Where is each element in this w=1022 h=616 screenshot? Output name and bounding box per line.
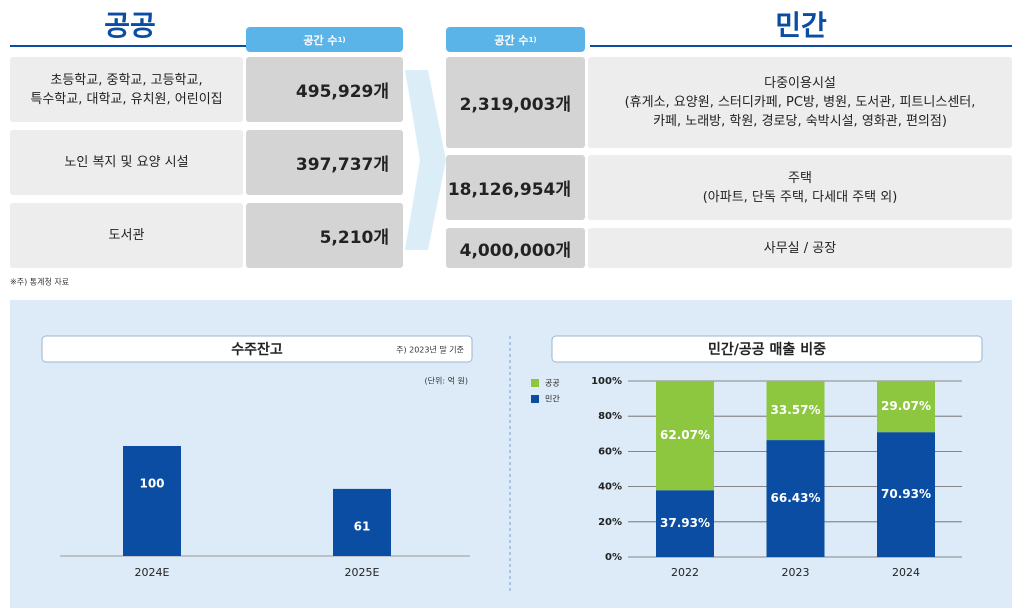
space-label: 도서관 <box>10 203 243 268</box>
space-count: 4,000,000개 <box>446 228 585 268</box>
legend-label: 민간 <box>545 394 560 404</box>
value-label: 37.93% <box>660 516 710 530</box>
column-header: 공간 수 1) <box>446 27 585 52</box>
count-text: 18,126,954개 <box>447 180 571 200</box>
title-underline <box>10 45 250 47</box>
space-label: 사무실 / 공장 <box>588 228 1012 268</box>
header-text: 공간 수 <box>303 33 338 47</box>
value-label: 61 <box>354 519 371 533</box>
chart-note: 주) 2023년 말 기준 <box>396 345 464 355</box>
x-tick-label: 2023 <box>782 566 810 579</box>
space-label: 주택 (아파트, 단독 주택, 다세대 주택 외) <box>588 155 1012 220</box>
label-line: 카페, 노래방, 학원, 경로당, 숙박시설, 영화관, 편의점) <box>653 114 947 129</box>
y-tick-label: 80% <box>598 411 622 422</box>
section-title: 공공 <box>104 9 156 42</box>
value-label: 62.07% <box>660 428 710 442</box>
bar-segment <box>656 381 714 491</box>
space-label: 다중이용시설 (휴게소, 요양원, 스터디카페, PC방, 병원, 도서관, 피트… <box>588 57 1012 148</box>
y-tick-label: 0% <box>605 552 622 563</box>
space-count: 5,210개 <box>246 203 403 268</box>
space-count: 397,737개 <box>246 130 403 195</box>
chart-title-box <box>41 335 473 363</box>
count-text: 397,737개 <box>295 155 389 175</box>
label-line: (휴게소, 요양원, 스터디카페, PC방, 병원, 도서관, 피트니스센터, <box>624 95 976 110</box>
bar-segment <box>877 381 935 433</box>
legend-swatch <box>531 379 539 387</box>
y-tick-label: 20% <box>598 517 622 528</box>
bar-segment <box>766 440 825 557</box>
arrow <box>405 70 446 250</box>
title-underline <box>590 45 1012 47</box>
space-count: 2,319,003개 <box>446 57 585 148</box>
header-text: 공간 수 <box>494 33 529 47</box>
space-count: 18,126,954개 <box>446 155 585 220</box>
label-line: 특수학교, 대학교, 유치원, 어린이집 <box>30 91 223 107</box>
label-line: 다중이용시설 <box>764 76 836 91</box>
x-tick-label: 2022 <box>671 566 699 579</box>
label-line: (아파트, 단독 주택, 다세대 주택 외) <box>702 189 898 205</box>
bar-segment <box>656 490 714 557</box>
x-tick-label: 2025E <box>345 566 380 579</box>
label-line: 초등학교, 중학교, 고등학교, <box>50 72 203 88</box>
header-note: 1) <box>528 35 537 44</box>
count-text: 5,210개 <box>319 228 389 248</box>
y-tick-label: 100% <box>591 376 622 387</box>
value-label: 66.43% <box>771 491 821 505</box>
x-tick-label: 2024 <box>892 566 920 579</box>
footnote: ※주) 통계청 자료 <box>10 277 69 287</box>
chart-title: 민간/공공 매출 비중 <box>708 341 826 358</box>
unit-label: (단위: 억 원) <box>425 376 468 386</box>
count-text: 495,929개 <box>295 82 389 102</box>
bar-segment <box>877 432 935 557</box>
section-title: 민간 <box>775 9 827 42</box>
value-label: 100 <box>139 477 164 491</box>
label-line: 노인 복지 및 요양 시설 <box>64 155 189 170</box>
legend-swatch <box>531 395 539 403</box>
value-label: 33.57% <box>771 403 821 417</box>
label-line: 주택 <box>788 170 812 186</box>
label-line: 사무실 / 공장 <box>763 240 837 256</box>
space-count: 495,929개 <box>246 57 403 122</box>
x-tick-label: 2024E <box>135 566 170 579</box>
bar <box>333 488 391 556</box>
chart-title-box <box>551 335 983 363</box>
space-label: 초등학교, 중학교, 고등학교, 특수학교, 대학교, 유치원, 어린이집 <box>10 57 243 122</box>
label-line: 도서관 <box>108 228 145 243</box>
chart-title: 수주잔고 <box>231 341 283 358</box>
y-tick-label: 40% <box>598 482 622 493</box>
legend-label: 공공 <box>545 379 560 388</box>
y-tick-label: 60% <box>598 446 622 457</box>
space-label: 노인 복지 및 요양 시설 <box>10 130 243 195</box>
bar-segment <box>766 381 825 441</box>
header-note: 1) <box>337 35 346 44</box>
count-text: 2,319,003개 <box>459 95 571 115</box>
column-header: 공간 수 1) <box>246 27 403 52</box>
count-text: 4,000,000개 <box>459 240 571 261</box>
bar <box>123 446 181 556</box>
value-label: 29.07% <box>881 399 931 413</box>
value-label: 70.93% <box>881 487 931 501</box>
